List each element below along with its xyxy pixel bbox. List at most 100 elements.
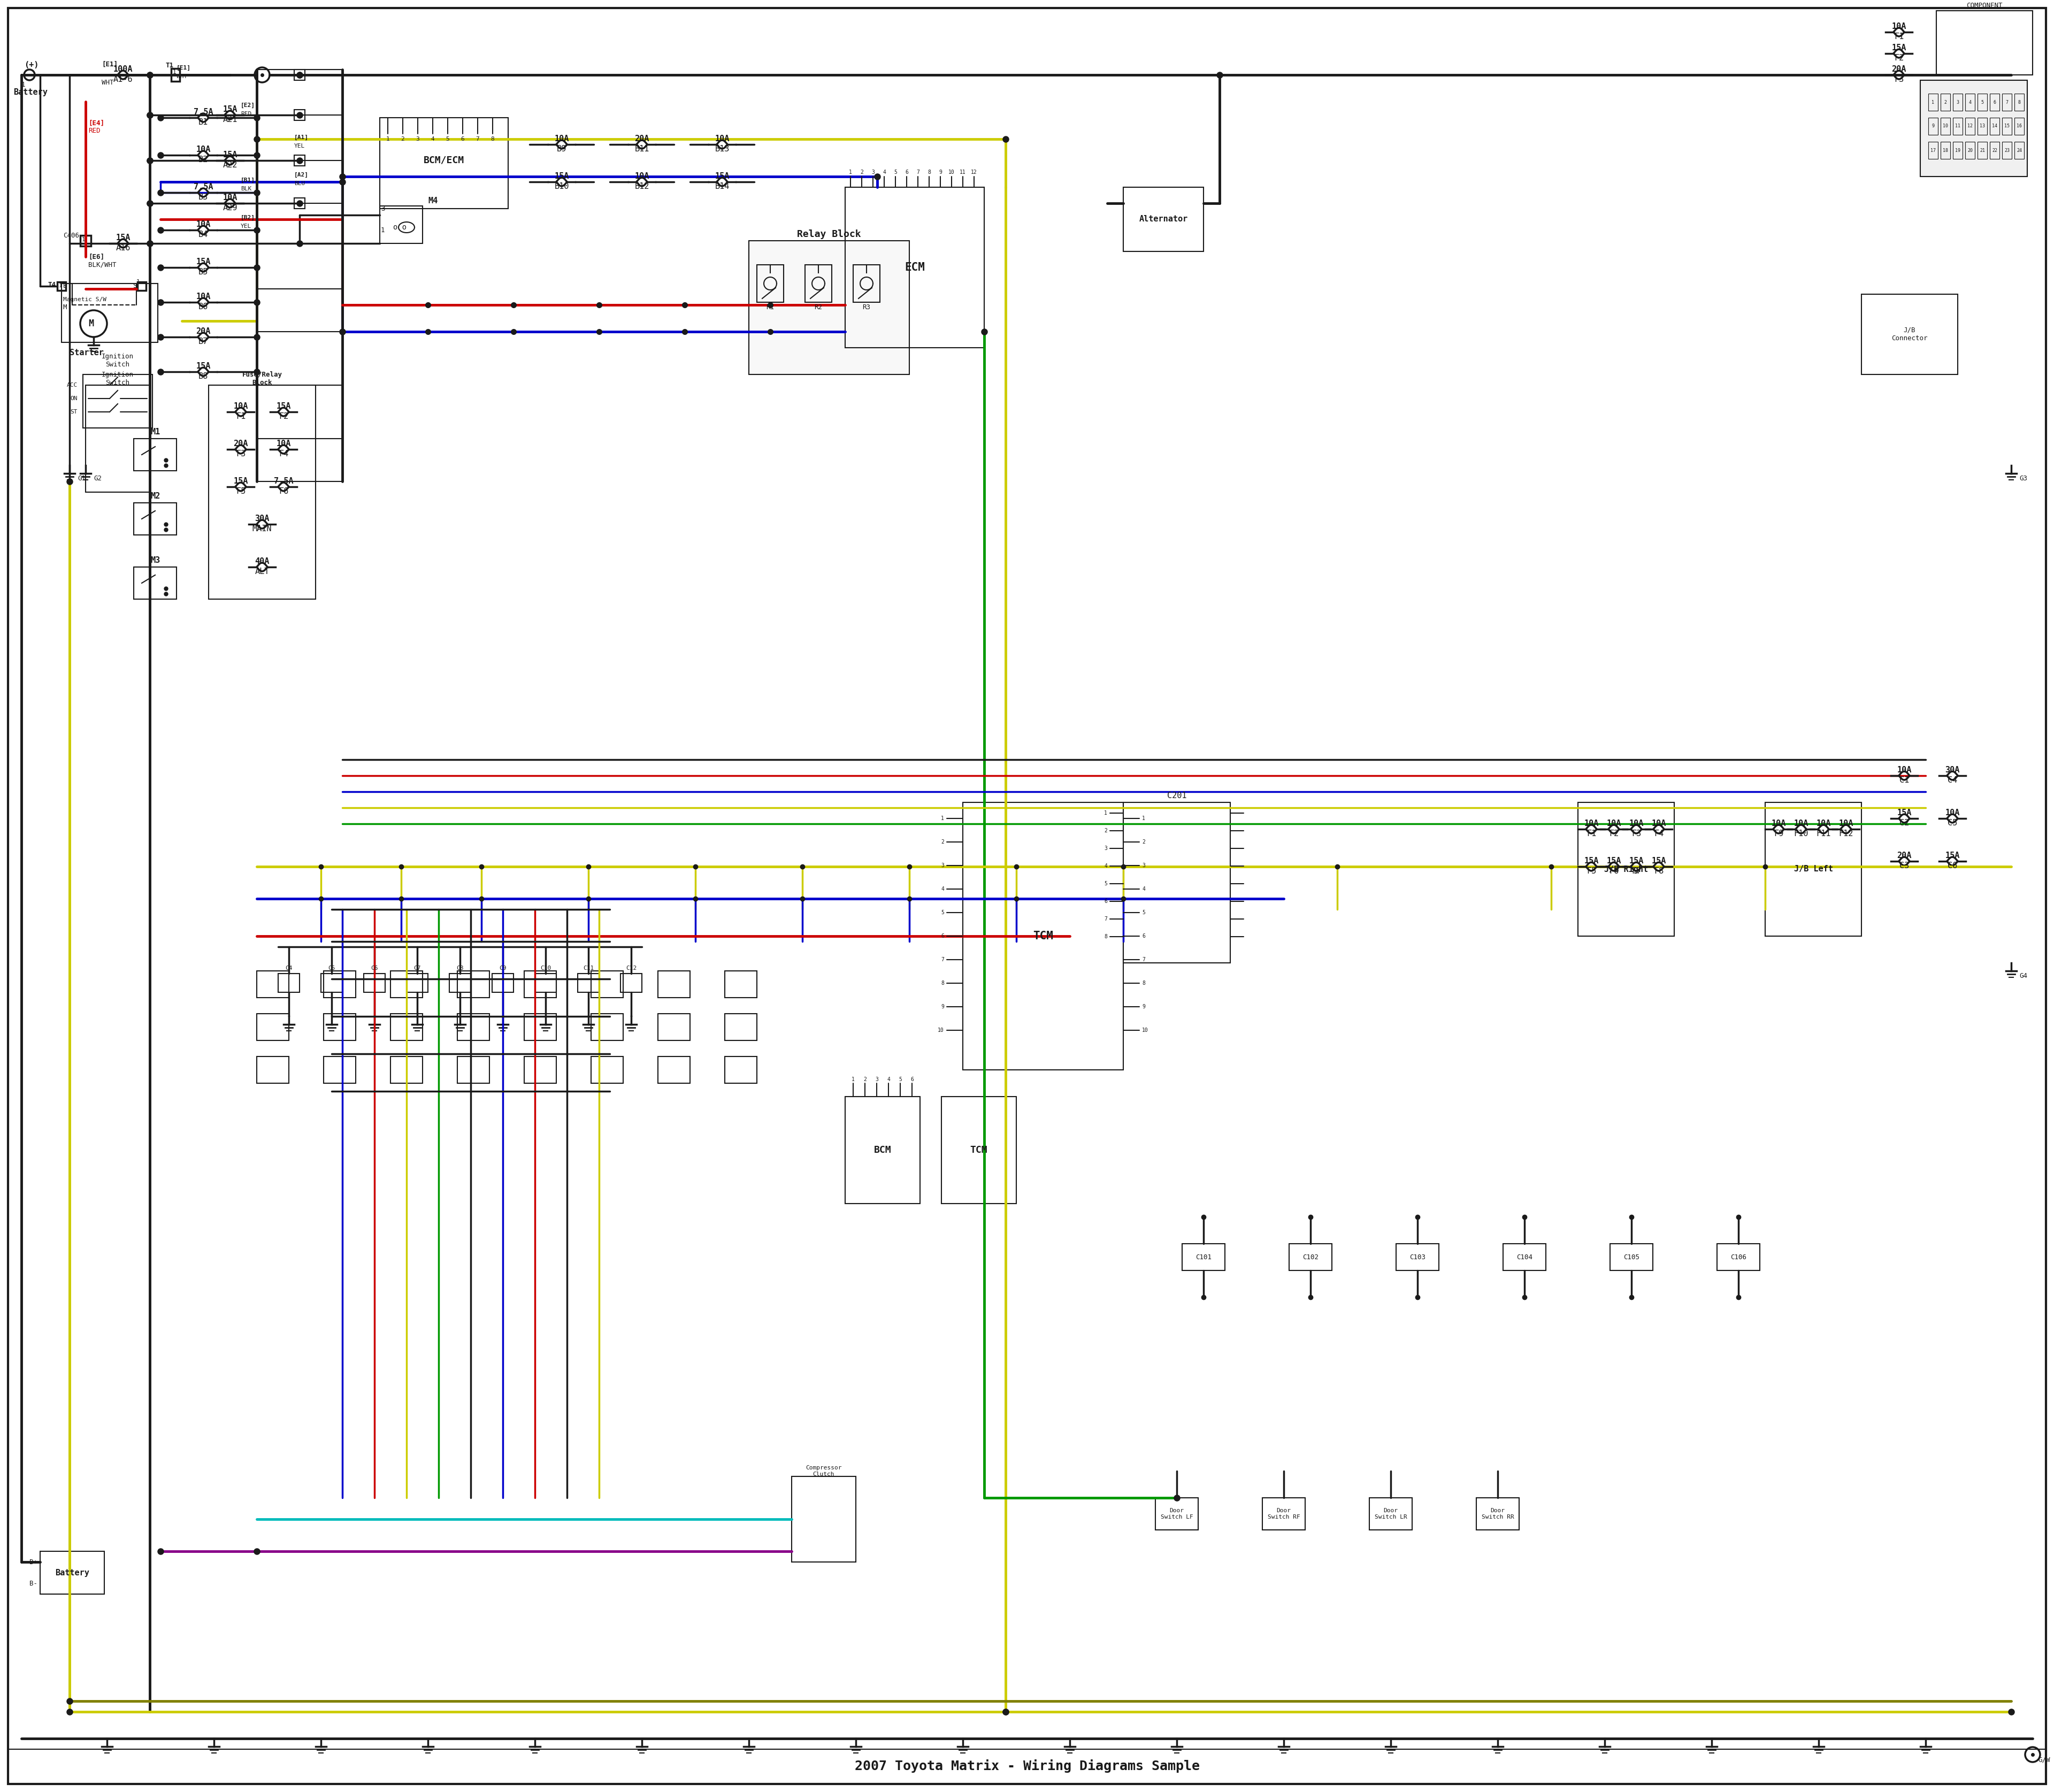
Bar (364, 973, 386, 993)
Text: 17: 17 (1931, 149, 1935, 152)
Text: 6: 6 (910, 1077, 914, 1082)
Text: F7: F7 (1631, 867, 1641, 874)
Text: F10: F10 (1793, 830, 1808, 837)
Text: 8: 8 (941, 980, 945, 986)
Text: B9: B9 (557, 145, 567, 152)
Text: [E4]: [E4] (88, 120, 105, 127)
Text: YEL: YEL (294, 143, 306, 149)
Text: 30A: 30A (1945, 765, 1960, 774)
Text: C201: C201 (1167, 792, 1187, 799)
Text: 10A: 10A (195, 292, 212, 301)
Text: F12: F12 (1838, 830, 1853, 837)
Text: F2: F2 (1608, 830, 1619, 837)
Text: [E1]: [E1] (101, 61, 117, 68)
Text: G/W: G/W (2038, 1756, 2050, 1763)
Text: 10: 10 (1943, 124, 1947, 129)
Text: ACC: ACC (66, 382, 78, 387)
Bar (852, 265, 879, 303)
Bar (277, 973, 300, 993)
Text: Fuse/Relay
Block: Fuse/Relay Block (242, 371, 281, 387)
Text: 10A: 10A (555, 134, 569, 143)
Text: 15A: 15A (555, 172, 569, 181)
Text: J/B Left: J/B Left (1793, 866, 1832, 873)
Text: 10A: 10A (1898, 765, 1912, 774)
Text: 10A: 10A (635, 172, 649, 181)
Bar (1941, 142, 1949, 159)
Bar (1577, 803, 1674, 935)
Text: B+: B+ (29, 1559, 37, 1566)
Bar (380, 206, 423, 244)
Text: M3: M3 (150, 557, 160, 564)
Bar (458, 1057, 489, 1082)
Bar (2003, 142, 2011, 159)
Bar (725, 1057, 756, 1082)
Bar (725, 971, 756, 998)
Bar (138, 281, 146, 290)
Bar (134, 439, 177, 471)
Text: Relay Block: Relay Block (797, 229, 861, 238)
Text: 15A: 15A (115, 233, 129, 242)
Bar (1941, 93, 1949, 111)
Text: YEL: YEL (240, 224, 251, 229)
Text: [A2]: [A2] (294, 172, 308, 177)
Text: TCM: TCM (1033, 930, 1054, 941)
Bar (1937, 11, 2033, 75)
Text: Door
Switch LR: Door Switch LR (1374, 1509, 1407, 1520)
Text: 2: 2 (863, 1077, 867, 1082)
Text: 24: 24 (2017, 149, 2021, 152)
Text: 40A: 40A (255, 557, 269, 566)
Text: 20A: 20A (1892, 65, 1906, 73)
Text: 15A: 15A (1629, 857, 1643, 866)
Text: C2: C2 (1900, 819, 1908, 826)
Text: 1: 1 (1142, 815, 1146, 821)
Text: 15A: 15A (1898, 808, 1912, 817)
Text: 10A: 10A (1793, 819, 1808, 828)
Bar (941, 1097, 1017, 1204)
Text: 10A: 10A (1892, 23, 1906, 30)
Bar (294, 197, 304, 208)
Text: T1: T1 (166, 61, 175, 68)
Bar (257, 971, 290, 998)
Bar (524, 971, 557, 998)
Bar (1978, 93, 1986, 111)
Text: F9: F9 (1775, 830, 1783, 837)
Text: 1: 1 (852, 1077, 854, 1082)
Text: 2007 Toyota Matrix - Wiring Diagrams Sample: 2007 Toyota Matrix - Wiring Diagrams Sam… (854, 1760, 1200, 1772)
Bar (1861, 294, 1957, 375)
Text: C1: C1 (1900, 776, 1908, 785)
Bar (1124, 803, 1230, 962)
Text: 7.5A: 7.5A (273, 477, 294, 486)
Text: 14: 14 (1992, 124, 1996, 129)
Text: BCM: BCM (873, 1145, 891, 1154)
Text: 1: 1 (21, 81, 25, 88)
Bar (844, 1097, 920, 1204)
Text: 1: 1 (941, 815, 945, 821)
Bar (62, 283, 158, 342)
Text: 9: 9 (939, 170, 943, 176)
Text: 6: 6 (941, 934, 945, 939)
Text: 2: 2 (1142, 839, 1146, 844)
Text: [E6]: [E6] (88, 253, 105, 260)
Text: C104: C104 (1516, 1254, 1532, 1260)
Text: F3: F3 (1894, 75, 1904, 84)
Bar (1953, 118, 1962, 134)
Text: R3: R3 (863, 305, 871, 312)
Bar (82, 375, 152, 428)
Text: 21: 21 (1980, 149, 1984, 152)
Text: WHT: WHT (177, 73, 187, 79)
Text: 15A: 15A (1892, 43, 1906, 52)
Text: J/B Right: J/B Right (1604, 866, 1647, 873)
Text: 23: 23 (2005, 149, 2009, 152)
Text: 3: 3 (1105, 846, 1107, 851)
Text: Ignition
Switch: Ignition Switch (101, 371, 134, 387)
Bar (1978, 118, 1986, 134)
Text: A16: A16 (115, 244, 129, 253)
Text: 4: 4 (1142, 887, 1146, 892)
Text: 8: 8 (928, 170, 930, 176)
Bar (1717, 1244, 1760, 1271)
Bar (294, 156, 304, 167)
Text: 5: 5 (941, 910, 945, 916)
Text: 9: 9 (941, 1004, 945, 1009)
Bar (1920, 81, 2027, 177)
Text: S: S (134, 283, 138, 290)
